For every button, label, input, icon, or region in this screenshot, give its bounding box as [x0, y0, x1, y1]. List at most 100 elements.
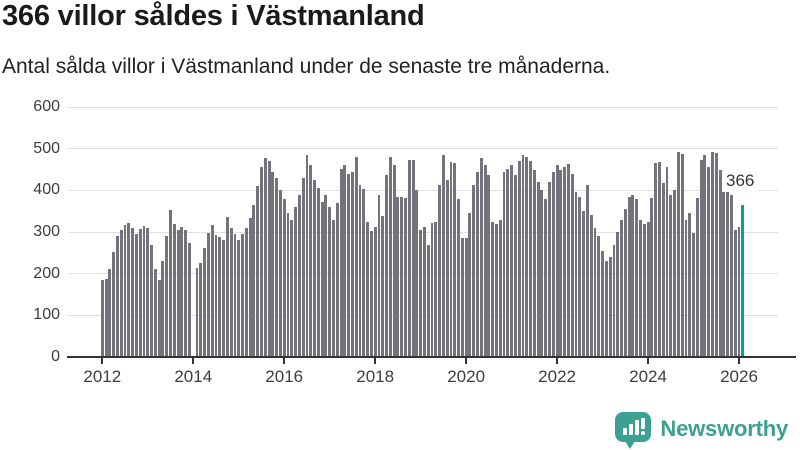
x-axis-year-label: 2014 — [174, 367, 213, 386]
bar — [711, 152, 714, 357]
bar — [218, 237, 222, 357]
chart-title: 366 villor såldes i Västmanland — [2, 0, 425, 32]
bar — [248, 218, 252, 357]
x-axis-tick — [101, 358, 104, 364]
bar — [650, 198, 654, 357]
bar — [559, 169, 563, 357]
bar — [597, 236, 601, 357]
bar-highlighted-latest — [741, 204, 745, 357]
bar — [438, 184, 442, 357]
bar — [601, 250, 605, 357]
y-gridline — [69, 189, 778, 191]
y-axis-tick-label: 200 — [33, 264, 60, 282]
bar — [131, 227, 135, 357]
bar — [498, 219, 502, 357]
bar — [362, 189, 366, 357]
bar — [184, 229, 188, 357]
bar — [313, 179, 316, 357]
bar — [635, 198, 639, 357]
bar — [608, 257, 612, 357]
bar — [540, 190, 544, 357]
bar — [324, 194, 328, 357]
bar — [415, 189, 419, 357]
bar — [692, 233, 695, 357]
bar — [404, 198, 407, 357]
bar — [267, 161, 271, 357]
bar — [332, 219, 335, 357]
bar — [150, 244, 153, 357]
bar — [172, 224, 176, 357]
x-axis-tick — [647, 358, 650, 364]
newsworthy-logo-icon — [615, 412, 652, 449]
bar — [639, 219, 642, 357]
bar — [260, 167, 263, 357]
bar — [256, 186, 260, 357]
bar — [578, 196, 582, 357]
bar — [366, 221, 370, 357]
bar — [199, 263, 203, 357]
bar — [123, 224, 127, 357]
x-axis-year-label: 2020 — [447, 367, 486, 386]
bar — [229, 227, 233, 357]
bar — [548, 182, 551, 357]
bar — [165, 236, 169, 357]
bar — [620, 219, 623, 357]
bar — [180, 227, 184, 357]
bar — [521, 154, 525, 357]
y-axis-tick-label: 0 — [51, 348, 60, 365]
y-gridline — [69, 148, 778, 150]
bar — [275, 177, 279, 357]
brand-name: Newsworthy — [660, 416, 788, 441]
logo-chart-bar-small — [623, 428, 628, 435]
bar — [354, 156, 358, 357]
bar — [206, 233, 210, 357]
bar — [237, 240, 241, 357]
bar — [733, 229, 737, 357]
bar — [127, 223, 131, 357]
x-axis-year-label: 2018 — [356, 367, 395, 386]
bar — [396, 196, 400, 357]
bar — [551, 171, 555, 357]
bar — [411, 159, 415, 357]
bar — [476, 171, 479, 357]
bar — [434, 221, 438, 357]
bar — [513, 174, 517, 357]
bar — [419, 229, 423, 357]
y-axis-tick-label: 300 — [33, 223, 60, 240]
bar — [468, 213, 472, 357]
bar — [665, 167, 669, 357]
bar — [495, 223, 498, 357]
bar — [388, 156, 392, 357]
bar — [222, 239, 226, 357]
logo-chart-bar-medium — [629, 424, 634, 435]
bar — [214, 234, 218, 357]
bar — [282, 198, 286, 357]
bar — [407, 159, 411, 357]
bar — [529, 161, 532, 357]
bar — [457, 198, 460, 357]
bar — [233, 234, 237, 357]
bar — [627, 196, 631, 357]
bar — [464, 238, 468, 357]
chart-subtitle: Antal sålda villor i Västmanland under d… — [2, 55, 611, 78]
bar — [381, 216, 385, 357]
bar — [426, 244, 430, 357]
x-axis-year-label: 2016 — [265, 367, 304, 386]
bar — [680, 154, 684, 357]
bar — [673, 189, 677, 357]
bar — [593, 227, 597, 357]
bar — [703, 154, 707, 357]
bar — [244, 227, 248, 357]
bar — [263, 157, 267, 357]
bar — [134, 233, 138, 357]
bar — [567, 164, 570, 357]
bar — [241, 234, 244, 357]
logo-exclamation-stem — [641, 418, 646, 429]
bar — [430, 223, 434, 357]
x-axis-year-label: 2022 — [538, 367, 576, 386]
y-axis-tick-label: 600 — [33, 98, 60, 115]
bar — [157, 279, 161, 357]
bar — [176, 229, 180, 357]
bar — [138, 228, 142, 357]
